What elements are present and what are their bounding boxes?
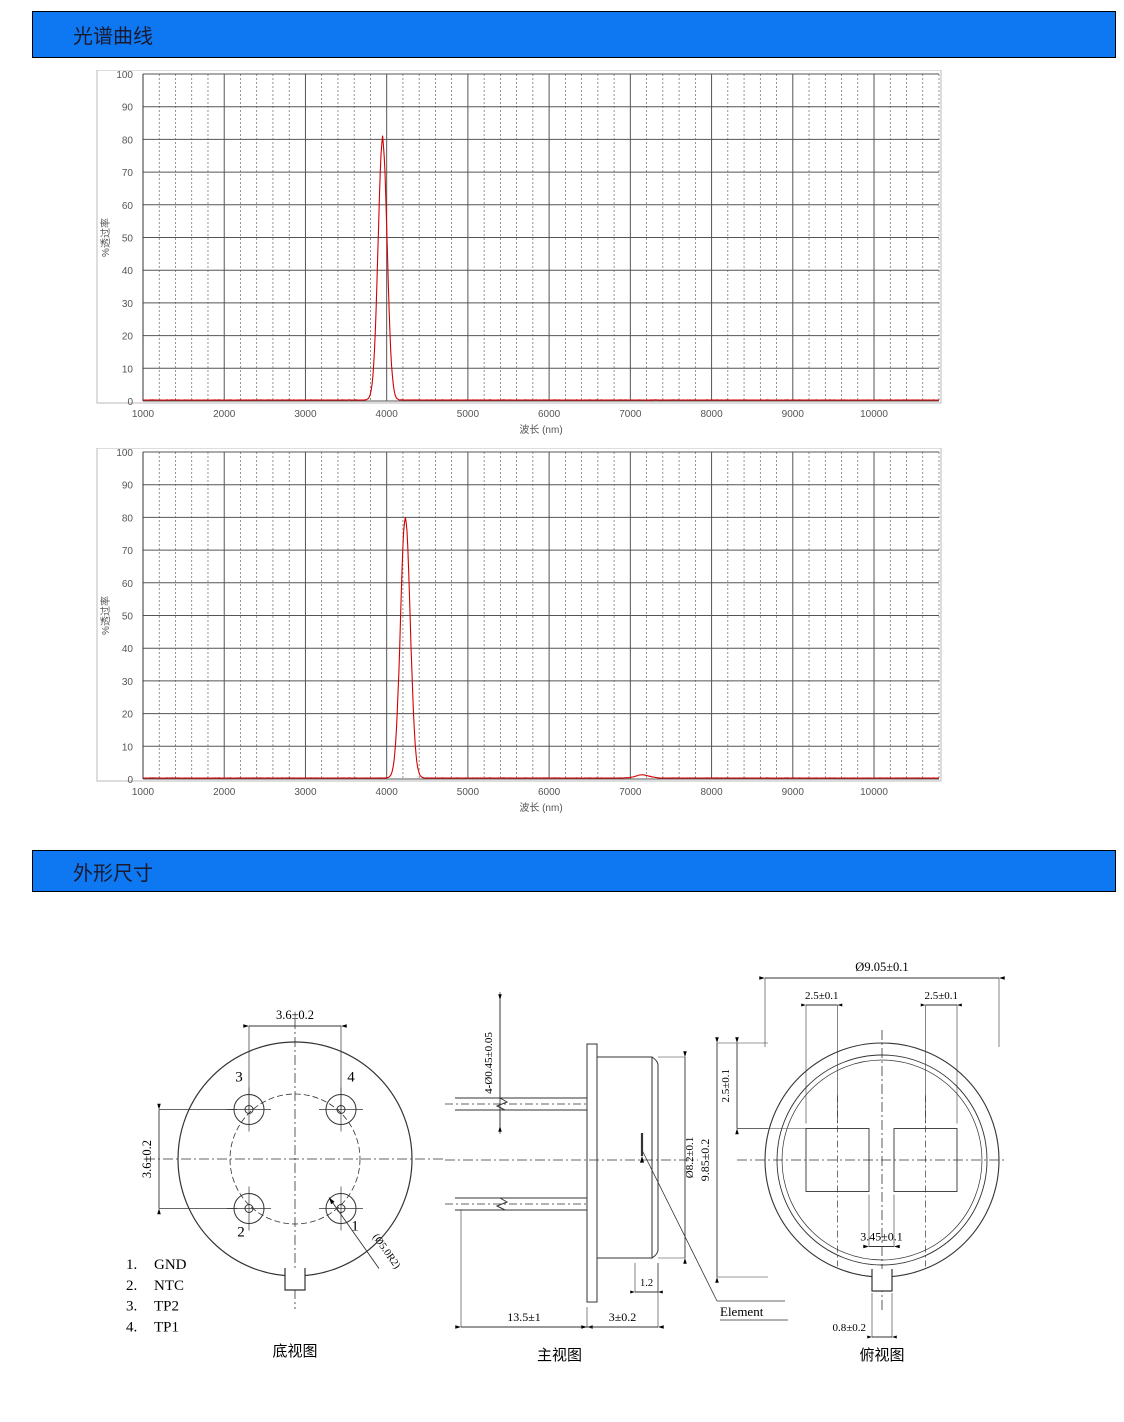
svg-text:(Ø5.0R2): (Ø5.0R2)	[370, 1232, 402, 1271]
svg-text:8000: 8000	[700, 409, 723, 420]
svg-text:10: 10	[122, 364, 134, 375]
svg-text:0: 0	[127, 775, 133, 786]
svg-text:3±0.2: 3±0.2	[609, 1310, 637, 1324]
svg-text:%透过率: %透过率	[99, 596, 112, 635]
svg-text:20: 20	[122, 710, 134, 721]
svg-text:8000: 8000	[700, 787, 723, 798]
svg-text:9000: 9000	[782, 787, 805, 798]
svg-text:60: 60	[122, 201, 134, 212]
svg-text:0: 0	[127, 397, 133, 408]
svg-text:Element: Element	[720, 1304, 764, 1319]
svg-text:2.5±0.1: 2.5±0.1	[924, 990, 958, 1002]
svg-text:20: 20	[122, 332, 134, 343]
svg-text:TP2: TP2	[154, 1299, 179, 1315]
svg-text:主视图: 主视图	[537, 1347, 582, 1364]
svg-text:50: 50	[122, 612, 134, 623]
svg-text:3.6±0.2: 3.6±0.2	[140, 1140, 154, 1178]
svg-text:4000: 4000	[376, 409, 399, 420]
svg-text:波长 (nm): 波长 (nm)	[519, 801, 562, 814]
svg-text:5000: 5000	[457, 787, 480, 798]
svg-text:3.: 3.	[126, 1299, 137, 1315]
svg-text:9.85±0.2: 9.85±0.2	[698, 1139, 712, 1182]
svg-text:90: 90	[122, 103, 134, 114]
svg-text:30: 30	[122, 677, 134, 688]
svg-text:40: 40	[122, 644, 134, 655]
svg-text:2.5±0.1: 2.5±0.1	[805, 990, 839, 1002]
svg-text:3.45±0.1: 3.45±0.1	[860, 1230, 903, 1244]
svg-text:10000: 10000	[860, 409, 888, 420]
svg-text:60: 60	[122, 579, 134, 590]
svg-text:2: 2	[237, 1225, 245, 1241]
svg-text:%透过率: %透过率	[99, 218, 112, 257]
svg-text:1000: 1000	[132, 409, 155, 420]
svg-text:90: 90	[122, 481, 134, 492]
svg-text:3: 3	[235, 1070, 243, 1086]
svg-text:9000: 9000	[782, 409, 805, 420]
svg-text:30: 30	[122, 299, 134, 310]
svg-text:100: 100	[116, 448, 133, 459]
svg-text:2.5±0.1: 2.5±0.1	[720, 1069, 732, 1103]
svg-text:70: 70	[122, 168, 134, 179]
svg-text:3000: 3000	[294, 787, 317, 798]
svg-text:6000: 6000	[538, 787, 561, 798]
svg-text:2.: 2.	[126, 1278, 137, 1294]
svg-text:4: 4	[347, 1070, 355, 1086]
svg-text:俯视图: 俯视图	[859, 1347, 904, 1364]
svg-text:4-Ø0.45±0.05: 4-Ø0.45±0.05	[483, 1032, 495, 1094]
svg-text:2000: 2000	[213, 409, 236, 420]
svg-text:7000: 7000	[619, 409, 642, 420]
svg-text:10: 10	[122, 742, 134, 753]
svg-text:1: 1	[351, 1219, 359, 1235]
svg-text:2000: 2000	[213, 787, 236, 798]
svg-text:1.2: 1.2	[640, 1278, 653, 1289]
svg-text:50: 50	[122, 234, 134, 245]
svg-text:GND: GND	[154, 1257, 187, 1273]
svg-text:底视图: 底视图	[272, 1343, 317, 1360]
svg-text:3.6±0.2: 3.6±0.2	[276, 1008, 314, 1022]
svg-text:4000: 4000	[376, 787, 399, 798]
svg-text:1.: 1.	[126, 1257, 137, 1273]
svg-text:4.: 4.	[126, 1319, 137, 1335]
svg-text:5000: 5000	[457, 409, 480, 420]
svg-text:1000: 1000	[132, 787, 155, 798]
svg-text:波长 (nm): 波长 (nm)	[519, 423, 562, 436]
svg-text:80: 80	[122, 135, 134, 146]
svg-text:6000: 6000	[538, 409, 561, 420]
svg-text:Ø8.2±0.1: Ø8.2±0.1	[684, 1137, 696, 1178]
svg-text:80: 80	[122, 513, 134, 524]
svg-text:10000: 10000	[860, 787, 888, 798]
svg-text:7000: 7000	[619, 787, 642, 798]
svg-text:0.8±0.2: 0.8±0.2	[832, 1322, 866, 1334]
svg-text:3000: 3000	[294, 409, 317, 420]
svg-text:NTC: NTC	[154, 1278, 184, 1294]
svg-text:13.5±1: 13.5±1	[507, 1310, 541, 1324]
svg-text:Ø9.05±0.1: Ø9.05±0.1	[855, 960, 908, 974]
svg-text:100: 100	[116, 70, 133, 81]
svg-text:70: 70	[122, 546, 134, 557]
svg-text:TP1: TP1	[154, 1319, 179, 1335]
svg-text:40: 40	[122, 266, 134, 277]
